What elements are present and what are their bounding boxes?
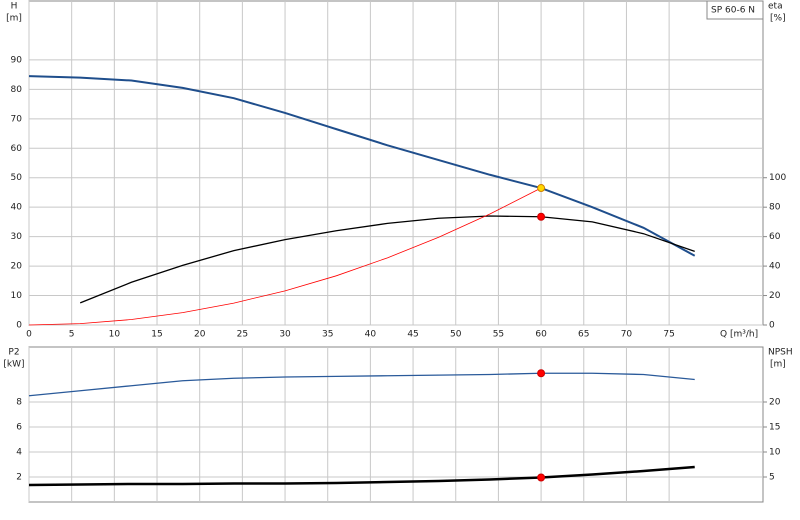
y2-tick-label: 80 xyxy=(769,203,781,213)
x-tick-label: 70 xyxy=(621,330,633,340)
x-tick-label: 10 xyxy=(109,330,121,340)
y-axis-unit: [kW] xyxy=(3,360,24,370)
x-tick-label: 75 xyxy=(663,330,674,340)
y-tick-label: 60 xyxy=(11,144,23,154)
y2-tick-label: 5 xyxy=(769,473,775,483)
curve xyxy=(28,187,542,326)
y-axis-label: P2 xyxy=(8,348,19,358)
x-tick-label: 25 xyxy=(237,330,248,340)
curve xyxy=(28,372,695,397)
y2-tick-label: 100 xyxy=(769,173,786,183)
y-tick-label: 6 xyxy=(16,423,22,433)
y-tick-label: 90 xyxy=(11,55,23,65)
y2-tick-label: 20 xyxy=(769,291,781,301)
y-axis-unit: [m] xyxy=(6,14,22,24)
y2-tick-label: 20 xyxy=(769,398,781,408)
x-tick-label: 0 xyxy=(26,330,32,340)
y-tick-label: 40 xyxy=(11,203,23,213)
y-tick-label: 0 xyxy=(16,321,22,331)
x-axis-label: Q [m³/h] xyxy=(720,330,758,340)
curve xyxy=(28,75,696,257)
y2-axis-unit: [%] xyxy=(770,14,786,24)
y-tick-label: 30 xyxy=(11,232,23,242)
x-tick-label: 20 xyxy=(194,330,206,340)
y-axis-label: H xyxy=(11,2,18,12)
annotation-box xyxy=(706,0,764,20)
y2-tick-label: 10 xyxy=(769,448,781,458)
y2-axis-label: eta xyxy=(768,2,783,12)
y-tick-label: 4 xyxy=(16,448,22,458)
y2-tick-label: 60 xyxy=(769,232,781,242)
data-point xyxy=(537,184,546,193)
y-tick-label: 50 xyxy=(11,173,23,183)
y-tick-label: 20 xyxy=(11,262,23,272)
x-tick-label: 15 xyxy=(151,330,162,340)
x-tick-label: 45 xyxy=(407,330,418,340)
x-tick-label: 35 xyxy=(322,330,333,340)
curve xyxy=(79,215,695,304)
x-tick-label: 60 xyxy=(535,330,547,340)
y-tick-label: 80 xyxy=(11,85,23,95)
x-tick-label: 50 xyxy=(450,330,462,340)
x-tick-label: 55 xyxy=(493,330,504,340)
y-tick-label: 8 xyxy=(16,398,22,408)
plot-frame xyxy=(28,346,764,503)
x-tick-label: 30 xyxy=(279,330,291,340)
y-tick-label: 70 xyxy=(11,114,23,124)
y2-axis-label: NPSH xyxy=(768,348,793,358)
y-tick-label: 2 xyxy=(16,473,22,483)
data-point xyxy=(537,212,546,221)
annotation: SP 60-6 N xyxy=(711,6,755,16)
y2-axis-unit: [m] xyxy=(770,360,786,370)
y2-tick-label: 0 xyxy=(769,321,775,331)
data-point xyxy=(537,473,546,482)
y2-tick-label: 15 xyxy=(769,423,780,433)
x-tick-label: 5 xyxy=(69,330,75,340)
y2-tick-label: 40 xyxy=(769,262,781,272)
curve xyxy=(28,465,695,487)
data-point xyxy=(537,369,546,378)
x-tick-label: 40 xyxy=(365,330,377,340)
plot-frame xyxy=(28,0,764,326)
y-tick-label: 10 xyxy=(11,291,23,301)
x-tick-label: 65 xyxy=(578,330,589,340)
